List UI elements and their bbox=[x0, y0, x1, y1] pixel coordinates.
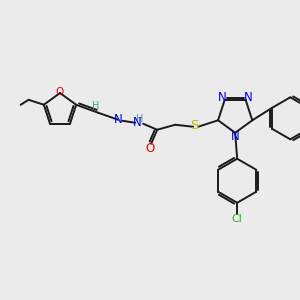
Text: N: N bbox=[114, 113, 122, 126]
Text: N: N bbox=[218, 91, 227, 104]
Text: Cl: Cl bbox=[232, 214, 243, 224]
Text: H: H bbox=[92, 101, 100, 111]
Text: O: O bbox=[56, 87, 64, 97]
Text: N: N bbox=[244, 91, 253, 104]
Text: H: H bbox=[136, 114, 144, 124]
Text: O: O bbox=[146, 142, 155, 155]
Text: N: N bbox=[133, 116, 142, 129]
Text: S: S bbox=[190, 119, 198, 132]
Text: N: N bbox=[231, 130, 239, 143]
